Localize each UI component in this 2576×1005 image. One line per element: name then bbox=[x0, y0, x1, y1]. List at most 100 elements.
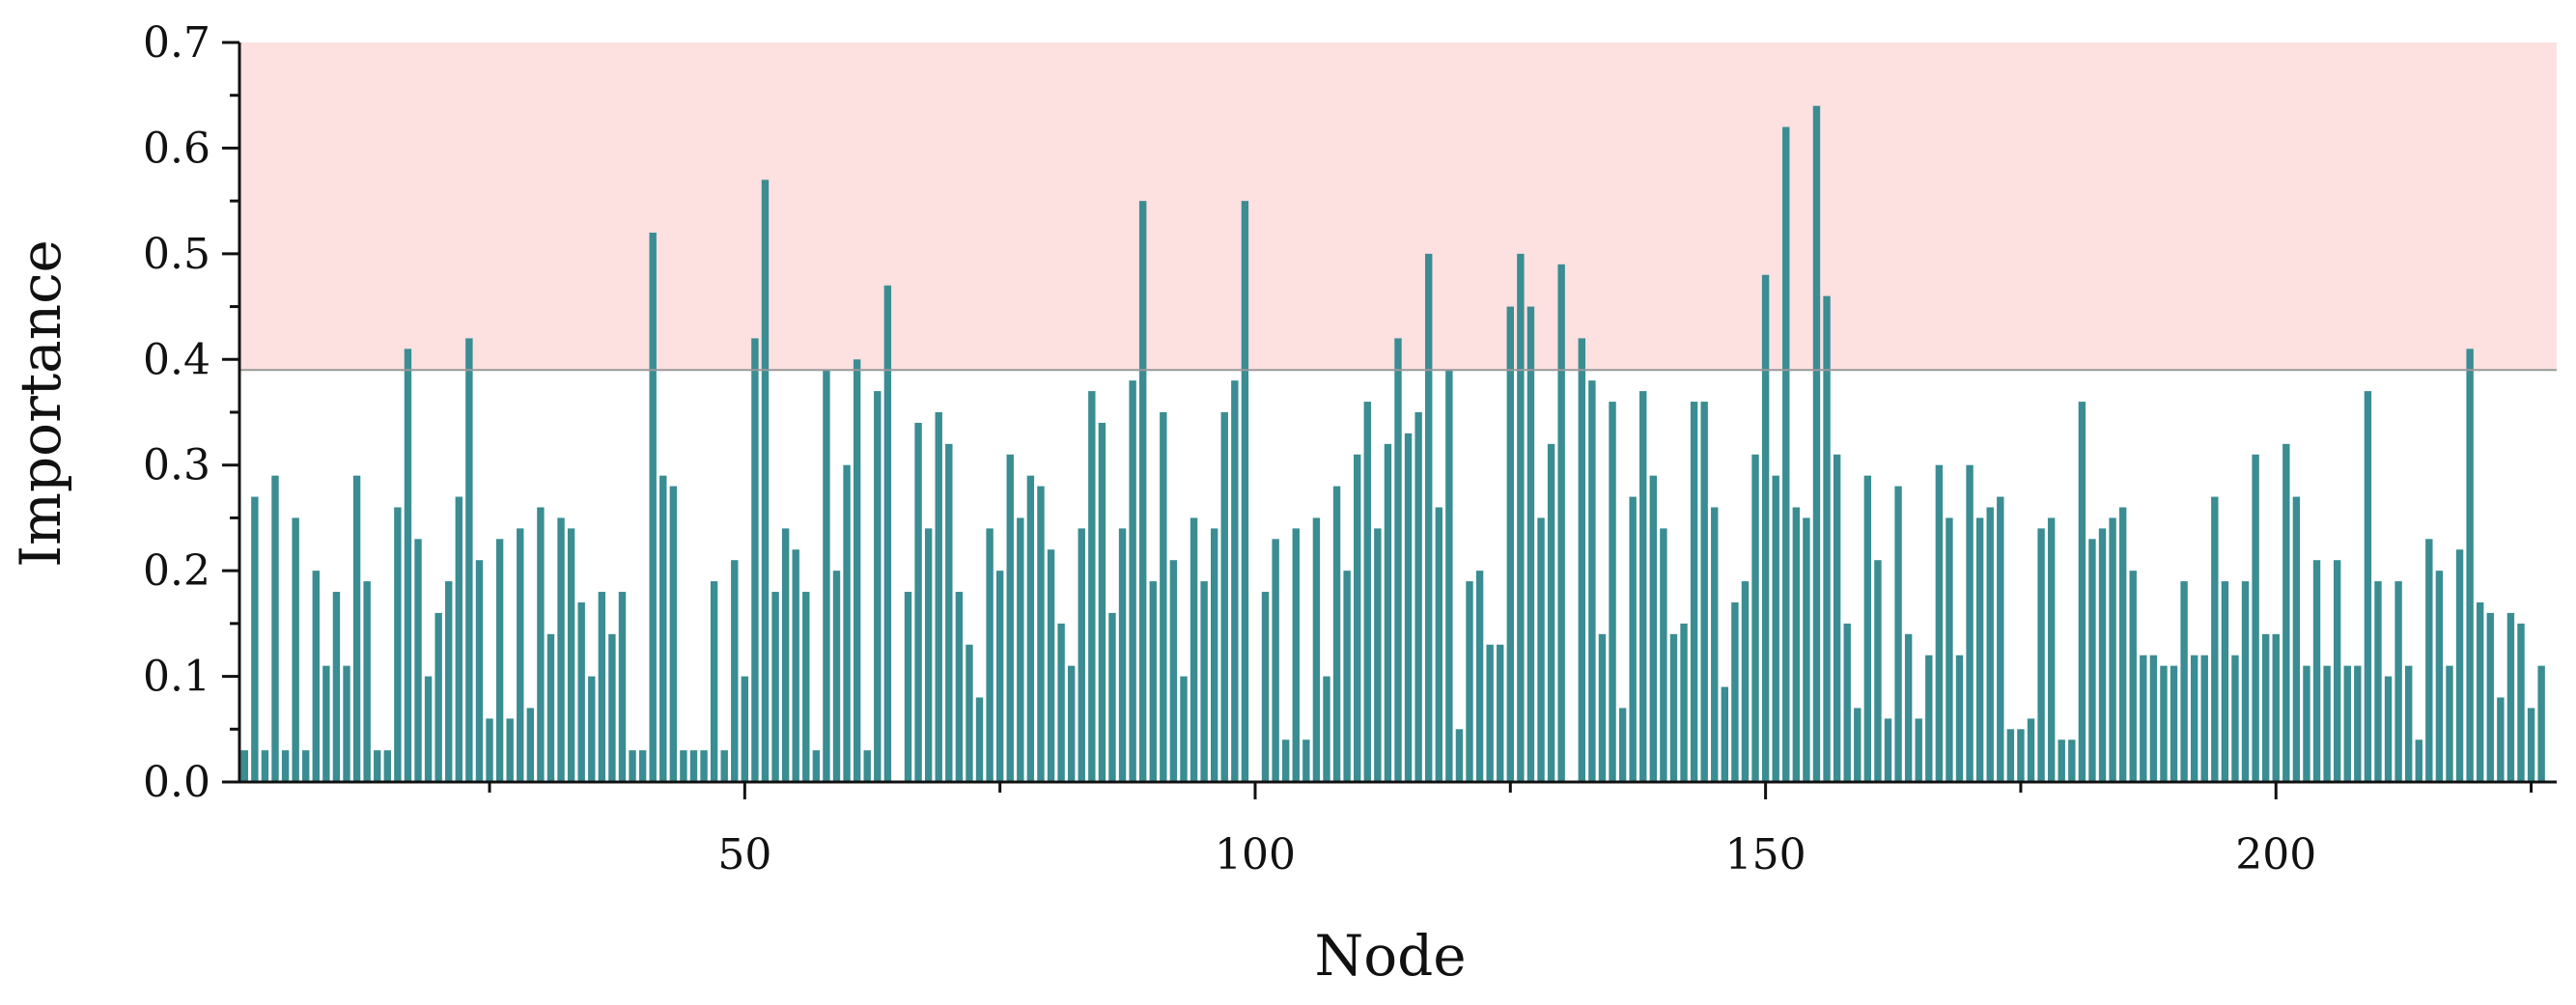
bar-node-158 bbox=[1843, 623, 1851, 782]
bar-node-197 bbox=[2241, 581, 2250, 782]
bar-node-138 bbox=[1639, 391, 1647, 782]
bar-node-221 bbox=[2486, 612, 2494, 782]
bar-node-132 bbox=[1578, 338, 1586, 782]
bar-node-53 bbox=[771, 592, 779, 782]
bar-node-200 bbox=[2272, 633, 2280, 782]
bar-node-48 bbox=[720, 750, 728, 782]
bar-node-49 bbox=[731, 560, 739, 782]
bar-node-193 bbox=[2200, 655, 2208, 782]
bar-node-201 bbox=[2282, 443, 2290, 782]
bar-node-169 bbox=[1955, 655, 1964, 782]
bar-node-68 bbox=[924, 528, 933, 782]
bar-node-144 bbox=[1700, 402, 1708, 782]
bar-node-62 bbox=[863, 750, 871, 782]
bar-node-96 bbox=[1210, 528, 1218, 782]
bar-node-26 bbox=[495, 539, 504, 782]
bar-node-40 bbox=[638, 750, 647, 782]
bar-node-15 bbox=[383, 750, 391, 782]
bar-node-134 bbox=[1598, 633, 1607, 782]
bar-node-207 bbox=[2343, 665, 2351, 782]
y-tick-label: 0.3 bbox=[143, 441, 210, 490]
bar-node-143 bbox=[1690, 402, 1698, 782]
bar-node-175 bbox=[2017, 729, 2025, 782]
bar-node-180 bbox=[2068, 740, 2076, 782]
bar-node-124 bbox=[1497, 644, 1504, 782]
bar-node-21 bbox=[445, 581, 453, 782]
bar-node-55 bbox=[792, 549, 799, 782]
bar-node-166 bbox=[1925, 655, 1933, 782]
bar-node-99 bbox=[1241, 201, 1249, 782]
bar-node-58 bbox=[823, 370, 830, 782]
y-tick-label: 0.4 bbox=[143, 335, 210, 384]
bar-node-23 bbox=[465, 338, 473, 782]
bar-node-210 bbox=[2374, 581, 2382, 782]
bar-node-6 bbox=[292, 517, 299, 782]
bar-node-203 bbox=[2303, 665, 2310, 782]
bar-node-179 bbox=[2058, 740, 2065, 782]
bar-node-20 bbox=[434, 612, 442, 782]
bar-node-34 bbox=[577, 601, 585, 782]
bar-node-190 bbox=[2170, 665, 2178, 782]
bar-node-95 bbox=[1200, 581, 1208, 782]
bar-node-10 bbox=[332, 592, 341, 782]
bar-node-61 bbox=[853, 359, 861, 782]
y-tick-label: 0.7 bbox=[143, 18, 210, 68]
x-tick-label: 200 bbox=[2235, 830, 2316, 879]
bar-node-74 bbox=[986, 528, 994, 782]
bar-node-189 bbox=[2160, 665, 2168, 782]
bar-node-80 bbox=[1047, 549, 1055, 782]
bar-node-33 bbox=[567, 528, 575, 782]
bar-node-88 bbox=[1129, 380, 1136, 782]
y-tick-label: 0.2 bbox=[143, 546, 210, 596]
bar-node-157 bbox=[1833, 454, 1841, 782]
bar-node-205 bbox=[2323, 665, 2331, 782]
x-tick-label: 100 bbox=[1215, 830, 1296, 879]
bar-node-215 bbox=[2425, 539, 2433, 782]
bar-node-224 bbox=[2517, 623, 2525, 782]
bar-node-141 bbox=[1669, 633, 1678, 782]
bar-node-127 bbox=[1526, 306, 1535, 782]
bar-node-162 bbox=[1884, 718, 1892, 782]
y-axis-title: Importance bbox=[8, 239, 73, 568]
x-tick-labels: 50 100 150 200 bbox=[717, 830, 2316, 879]
bar-node-151 bbox=[1772, 475, 1779, 782]
bar-node-112 bbox=[1374, 528, 1382, 782]
bar-node-17 bbox=[404, 349, 412, 782]
bar-node-103 bbox=[1282, 740, 1290, 782]
bar-node-60 bbox=[843, 464, 851, 782]
bar-node-154 bbox=[1803, 517, 1810, 782]
bar-node-91 bbox=[1160, 412, 1167, 782]
bar-node-47 bbox=[710, 581, 718, 782]
bar-node-52 bbox=[761, 180, 770, 782]
bar-node-220 bbox=[2477, 601, 2484, 782]
bar-node-171 bbox=[1975, 517, 1984, 782]
bar-node-155 bbox=[1812, 105, 1821, 782]
bar-node-110 bbox=[1354, 454, 1361, 782]
bar-node-11 bbox=[343, 665, 350, 782]
bar-node-173 bbox=[1997, 496, 2004, 782]
bar-node-70 bbox=[945, 443, 953, 782]
bar-node-50 bbox=[741, 676, 749, 782]
bar-node-219 bbox=[2466, 349, 2474, 782]
bar-node-9 bbox=[322, 665, 330, 782]
y-tick-label: 0.5 bbox=[143, 230, 210, 279]
bar-node-75 bbox=[995, 571, 1004, 782]
bar-node-13 bbox=[363, 581, 371, 782]
bar-node-93 bbox=[1180, 676, 1188, 782]
bar-node-106 bbox=[1312, 517, 1321, 782]
bar-node-172 bbox=[1986, 507, 1994, 782]
bar-node-72 bbox=[966, 644, 973, 782]
bar-node-56 bbox=[802, 592, 810, 782]
bar-node-174 bbox=[2006, 729, 2015, 782]
bar-node-181 bbox=[2078, 402, 2086, 782]
bar-node-129 bbox=[1547, 443, 1555, 782]
bar-node-198 bbox=[2252, 454, 2259, 782]
bar-node-145 bbox=[1711, 507, 1719, 782]
bar-node-46 bbox=[700, 750, 708, 782]
bar-node-120 bbox=[1455, 729, 1464, 782]
highlight-region bbox=[239, 42, 2557, 371]
bars-group bbox=[240, 105, 2545, 783]
bar-node-153 bbox=[1792, 507, 1801, 782]
bar-node-167 bbox=[1935, 464, 1944, 782]
bar-node-163 bbox=[1894, 486, 1902, 782]
